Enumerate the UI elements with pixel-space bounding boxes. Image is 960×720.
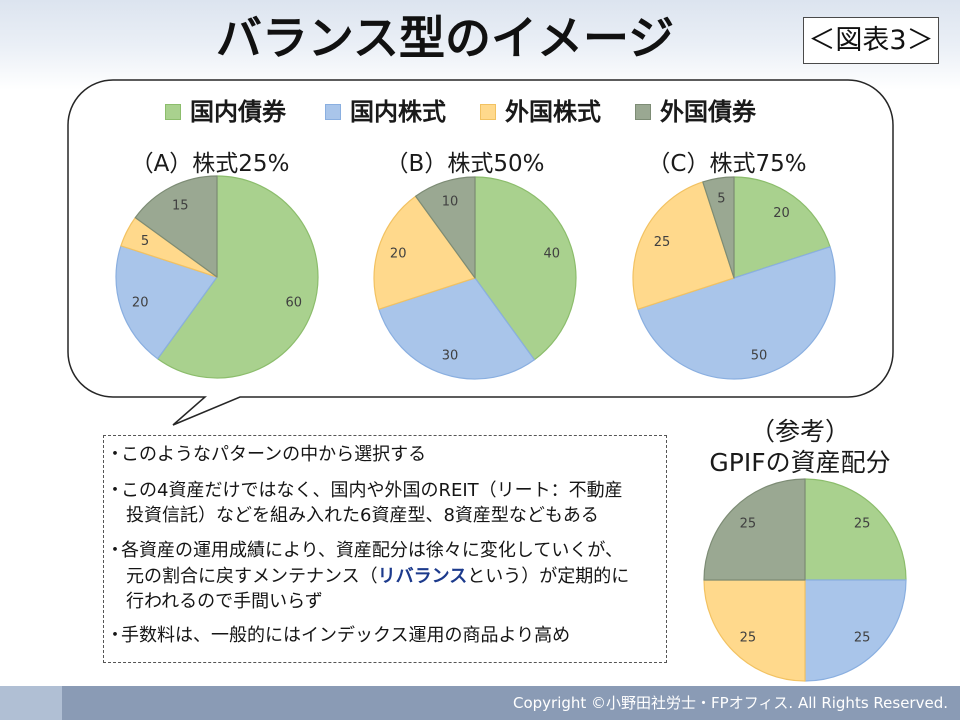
pie-b-slice-foreign-bonds: [415, 176, 476, 279]
legend-item-domestic-stocks: 国内株式: [325, 98, 446, 126]
pie-chart-gpif: 25 25 25 25: [703, 478, 907, 682]
pie-c-value-label-domestic-bonds: 20: [773, 206, 790, 221]
bullet: ・: [106, 480, 124, 501]
footer-accent: [0, 686, 62, 720]
pie-b-title: （B）株式50%: [385, 151, 545, 177]
pie-b-value-label-domestic-bonds: 40: [544, 247, 561, 262]
legend-label: 国内債券: [190, 98, 286, 126]
legend-swatch: [325, 104, 341, 120]
note-text: 元の割合に戻すメンテナンス（: [126, 566, 378, 587]
rebalance-highlight: リバランス: [377, 566, 468, 587]
legend-label: 外国債券: [660, 98, 756, 126]
bullet: ・: [106, 540, 124, 561]
pie-c-value-label-foreign-bonds: 5: [717, 192, 725, 207]
pie-gpif-title: GPIFの資産配分: [709, 448, 891, 477]
legend-label: 国内株式: [350, 98, 446, 126]
note-line: 手数料は、一般的にはインデックス運用の商品より高め: [121, 625, 571, 646]
pie-c-value-label-domestic-stocks: 50: [751, 348, 768, 363]
pie-b-value-label-domestic-stocks: 30: [442, 348, 459, 363]
pie-c-slice-foreign-stocks: [632, 181, 735, 310]
pie-b-value-label-foreign-stocks: 20: [390, 247, 407, 262]
header-band: [0, 0, 960, 90]
legend-swatch: [635, 104, 651, 120]
pie-gpif-slice-domestic-stocks: [804, 579, 907, 682]
pie-c-slice-foreign-bonds: [702, 176, 735, 279]
legend-label: 外国株式: [505, 98, 601, 126]
pie-b-slice-domestic-stocks: [378, 277, 535, 380]
pie-chart-b: 40 30 20 10: [373, 176, 577, 380]
pie-a-title: （A）株式25%: [130, 151, 290, 177]
note-line: 行われるので手間いらず: [126, 591, 323, 612]
pie-gpif-value-label-foreign-stocks: 25: [740, 631, 757, 646]
pie-gpif-slice-foreign-stocks: [703, 579, 806, 682]
pie-chart-a: 60 20 5 15: [115, 175, 319, 379]
pie-c-title: （C）株式75%: [647, 151, 807, 177]
note-line: 元の割合に戻すメンテナンス（リバランスという）が定期的に: [126, 565, 629, 589]
pie-b-slice-foreign-stocks: [373, 195, 476, 310]
pie-b-value-label-foreign-bonds: 10: [442, 195, 459, 210]
legend-swatch: [165, 104, 181, 120]
pie-a-value-label-foreign-stocks: 5: [141, 234, 149, 249]
slide-title: バランス型のイメージ: [215, 11, 675, 65]
pie-c-slice-domestic-stocks: [637, 246, 836, 380]
bullet: ・: [106, 444, 124, 465]
copyright-text: Copyright ©小野田社労士・FPオフィス. All Rights Res…: [512, 694, 948, 712]
legend-item-foreign-bonds: 外国債券: [635, 98, 756, 126]
legend-item-domestic-bonds: 国内債券: [165, 98, 286, 126]
note-line: 投資信託）などを組み入れた6資産型、8資産型などもある: [126, 505, 599, 526]
pie-chart-c: 20 50 25 5: [632, 176, 836, 380]
bullet: ・: [106, 625, 124, 646]
note-line: 各資産の運用成績により、資産配分は徐々に変化していくが、: [121, 540, 624, 561]
footer-bar: [62, 686, 960, 720]
legend-swatch: [480, 104, 496, 120]
note-line: この4資産だけではなく、国内や外国のREIT（リート：不動産: [121, 480, 623, 501]
pie-a-value-label-domestic-stocks: 20: [132, 296, 149, 311]
pie-a-value-label-domestic-bonds: 60: [286, 296, 303, 311]
pie-gpif-slice-domestic-bonds: [804, 478, 907, 581]
pie-gpif-slice-foreign-bonds: [703, 478, 806, 581]
pie-a-slice-domestic-bonds: [157, 175, 319, 379]
figure-label: ＜図表3＞: [803, 17, 939, 64]
note-text: という）が定期的に: [467, 566, 630, 587]
pie-charts: 60 20 5 15 40 30 20 10 20 50 25 5 25 25 25 25: [115, 175, 907, 682]
pie-a-value-label-foreign-bonds: 15: [172, 199, 189, 214]
note-line: このようなパターンの中から選択する: [121, 444, 427, 465]
pie-gpif-value-label-domestic-bonds: 25: [854, 516, 871, 531]
reference-label: （参考）: [749, 417, 850, 446]
pie-gpif-value-label-foreign-bonds: 25: [740, 516, 757, 531]
pie-b-slice-domestic-bonds: [474, 176, 577, 361]
legend-item-foreign-stocks: 外国株式: [480, 98, 601, 126]
pie-a-slice-foreign-bonds: [134, 175, 218, 278]
notes-box: [103, 435, 667, 663]
pie-c-slice-domestic-bonds: [733, 176, 831, 279]
pie-gpif-value-label-domestic-stocks: 25: [854, 631, 871, 646]
pie-c-value-label-foreign-stocks: 25: [654, 235, 671, 250]
pie-a-slice-domestic-stocks: [115, 245, 218, 360]
